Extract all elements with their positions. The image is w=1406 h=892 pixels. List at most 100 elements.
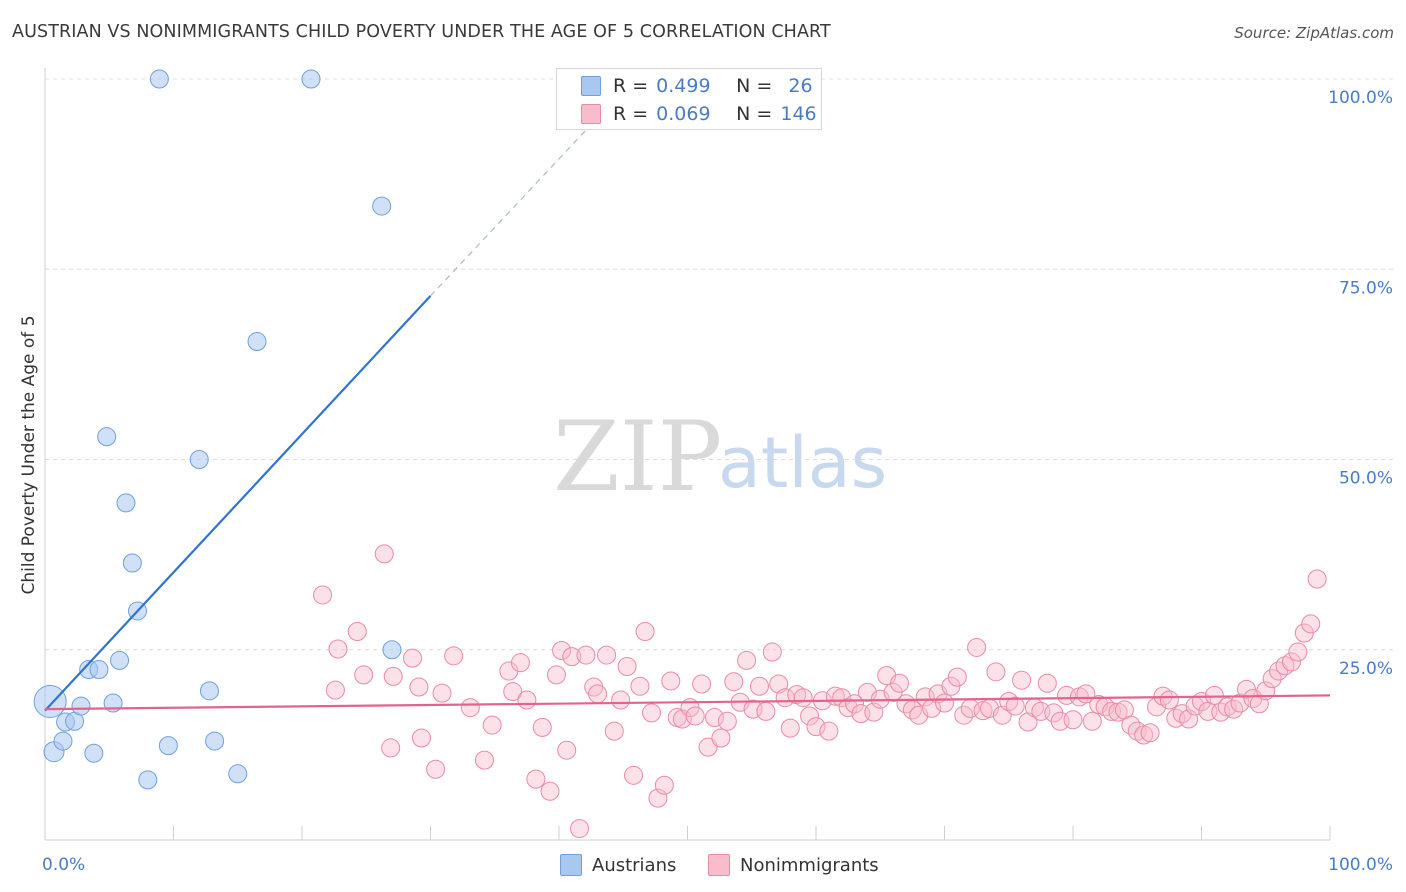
nonimmigrants-point xyxy=(780,718,800,738)
austrians-point xyxy=(84,743,104,763)
austrians-point xyxy=(149,69,169,89)
nonimmigrants-point xyxy=(444,646,464,666)
tick-labels: 25.0% 50.0% 75.0% 100.0% 0.0% 100.0% xyxy=(42,88,1393,875)
nonimmigrants-point xyxy=(724,672,744,692)
nonimmigrants-point xyxy=(704,707,724,727)
stats-row-austrians: R = 0.499 N = 26 xyxy=(581,74,813,98)
watermark: ZIP atlas xyxy=(553,401,887,513)
nonimmigrants-point xyxy=(915,687,935,707)
nonimmigrants-point xyxy=(935,693,954,713)
nonimmigrants-point xyxy=(1262,669,1282,689)
nonimmigrants-point xyxy=(617,656,637,676)
nonimmigrants-point xyxy=(510,653,530,673)
austrians-point xyxy=(205,731,225,751)
austrians-point xyxy=(138,770,158,790)
austrians-point xyxy=(247,332,267,352)
nonimmigrants-point xyxy=(597,645,617,665)
nonimmigrants-point xyxy=(1307,569,1327,589)
nonimmigrants-point xyxy=(762,642,782,662)
nonimmigrants-point xyxy=(1211,702,1231,722)
nonimmigrants-point xyxy=(635,621,655,641)
y-tick-label: 50.0% xyxy=(1339,469,1393,489)
legend-label: Nonimmigrants xyxy=(740,854,879,876)
austrians-point xyxy=(228,764,248,784)
stats-box: R = 0.499 N = 26 R = 0.069 N = 146 xyxy=(556,68,822,130)
y-tick-label: 75.0% xyxy=(1339,278,1393,298)
nonimmigrants-point xyxy=(642,703,662,723)
nonimmigrants-point xyxy=(1037,673,1057,693)
nonimmigrants-point xyxy=(532,717,552,737)
nonimmigrants-swatch xyxy=(581,104,601,124)
legend-item-austrians: Austrians xyxy=(560,852,676,878)
nonimmigrants-point xyxy=(698,737,718,757)
n-value: 26 xyxy=(788,75,813,97)
nonimmigrants-point xyxy=(588,684,608,704)
nonimmigrants-point xyxy=(890,673,910,693)
legend-item-nonimmigrants: Nonimmigrants xyxy=(708,852,879,878)
nonimmigrants-point xyxy=(845,694,865,714)
nonimmigrants-point xyxy=(557,740,577,760)
nonimmigrants-point xyxy=(474,750,494,770)
watermark-zip: ZIP xyxy=(553,401,722,513)
trend-lines xyxy=(44,124,1331,712)
nonimmigrants-point xyxy=(354,665,374,685)
r-value: 0.069 xyxy=(656,103,711,125)
austrians-trend-extension xyxy=(430,124,592,297)
nonimmigrants-point xyxy=(409,677,429,697)
nonimmigrants-point xyxy=(313,585,333,605)
nonimmigrants-legend-swatch xyxy=(708,854,730,876)
nonimmigrants-point xyxy=(570,819,590,839)
nonimmigrants-point xyxy=(540,781,560,801)
austrians-point xyxy=(97,427,117,447)
y-tick-label: 100.0% xyxy=(1328,88,1393,108)
nonimmigrants-point xyxy=(756,701,776,721)
austrians-point xyxy=(382,640,402,660)
austrians-point xyxy=(110,650,130,670)
source-credit: Source: ZipAtlas.com xyxy=(1234,24,1394,42)
nonimmigrants-point xyxy=(832,688,852,708)
austrians-point xyxy=(116,493,136,513)
nonimmigrants-point xyxy=(347,621,367,641)
y-axis-title: Child Poverty Under the Age of 5 xyxy=(19,315,39,594)
nonimmigrants-point xyxy=(604,721,624,741)
austrians-point xyxy=(189,450,209,469)
nonimmigrants-point xyxy=(1018,712,1038,732)
nonimmigrants-point xyxy=(576,645,596,665)
r-label: R = xyxy=(613,103,649,125)
nonimmigrants-point xyxy=(546,665,566,685)
nonimmigrants-point xyxy=(482,715,502,735)
nonimmigrants-point xyxy=(717,711,737,731)
nonimmigrants-point xyxy=(986,662,1006,682)
nonimmigrants-point xyxy=(1005,696,1025,716)
austrians-point xyxy=(71,696,91,716)
nonimmigrants-point xyxy=(737,650,757,670)
nonimmigrants-point xyxy=(654,775,674,795)
nonimmigrants-point xyxy=(624,765,644,785)
nonimmigrants-point xyxy=(692,674,712,694)
nonimmigrants-point xyxy=(426,759,446,779)
nonimmigrants-point xyxy=(800,706,820,726)
nonimmigrants-point xyxy=(661,671,681,691)
nonimmigrants-point xyxy=(967,637,987,657)
nonimmigrants-point xyxy=(672,709,692,729)
nonimmigrants-point xyxy=(1301,614,1321,634)
austrians-point xyxy=(122,553,142,573)
nonimmigrants-point xyxy=(819,721,839,741)
austrians-point xyxy=(199,681,219,701)
nonimmigrants-point xyxy=(1281,652,1301,672)
nonimmigrants-point xyxy=(1012,670,1032,690)
nonimmigrants-point xyxy=(1082,711,1102,731)
nonimmigrants-point xyxy=(432,683,452,703)
nonimmigrants-point xyxy=(1159,690,1179,710)
nonimmigrants-point xyxy=(374,544,394,564)
x-tick-label: 0.0% xyxy=(42,855,85,875)
r-label: R = xyxy=(613,75,649,97)
nonimmigrants-point xyxy=(947,667,967,687)
nonimmigrants-point xyxy=(552,641,572,661)
n-value: 146 xyxy=(780,103,817,125)
nonimmigrants-point xyxy=(685,706,705,726)
n-label: N = xyxy=(736,103,773,125)
nonimmigrants-point xyxy=(1204,685,1224,705)
nonimmigrants-point xyxy=(517,690,537,710)
